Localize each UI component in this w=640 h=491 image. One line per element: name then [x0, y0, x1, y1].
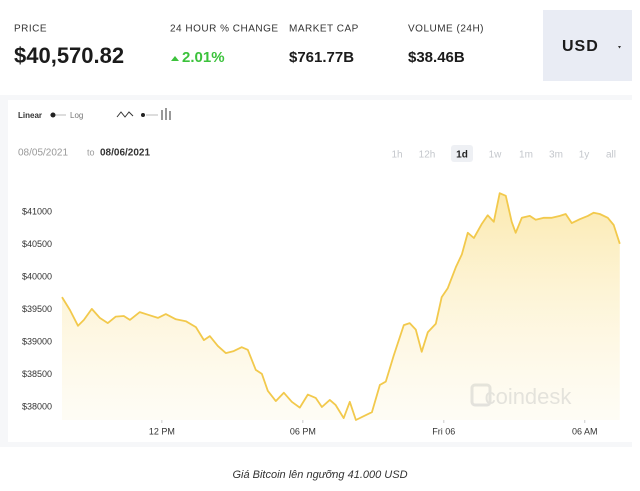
switch-knob[interactable] [141, 113, 145, 117]
range-button[interactable]: 3m [549, 150, 563, 161]
price-line [61, 192, 621, 421]
change: 2.01% [182, 49, 225, 66]
y-tick-label: $38500 [22, 369, 52, 379]
switch-knob[interactable] [50, 112, 56, 118]
range-button[interactable]: 1h [391, 150, 402, 161]
y-tick-label: $40500 [22, 239, 52, 249]
range-button[interactable]: 1m [519, 150, 533, 161]
area-fill [62, 193, 620, 420]
range-button[interactable]: 1w [489, 150, 503, 161]
caption: Giá Bitcoin lên ngưỡng 41.000 USD [232, 469, 407, 481]
market-cap: $761.77B [289, 49, 354, 66]
range-active-bg [451, 145, 473, 162]
candle-icon[interactable] [161, 108, 171, 120]
change-label: 24 HOUR % CHANGE [170, 24, 279, 35]
date-to[interactable]: 08/06/2021 [100, 148, 150, 159]
currency-box[interactable] [543, 10, 632, 81]
range-button[interactable]: 12h [419, 150, 436, 161]
x-tick-label: 06 PM [290, 426, 316, 436]
linear-toggle[interactable]: Linear [18, 111, 42, 120]
date-to-word: to [87, 147, 95, 157]
volume-label: VOLUME (24H) [408, 24, 484, 35]
y-tick-label: $39000 [22, 336, 52, 346]
caret [618, 46, 621, 49]
volume: $38.46B [408, 49, 465, 66]
range-button[interactable]: all [606, 150, 616, 161]
price-label: PRICE [14, 24, 47, 35]
y-tick-label: $39500 [22, 304, 52, 314]
log-toggle[interactable]: Log [70, 111, 83, 120]
line-icon[interactable] [116, 111, 134, 118]
range-button[interactable]: 1d [456, 150, 468, 161]
market-cap-label: MARKET CAP [289, 24, 359, 35]
x-tick-label: 12 PM [149, 426, 175, 436]
currency[interactable]: USD [562, 38, 599, 55]
date-from[interactable]: 08/05/2021 [18, 148, 68, 159]
up-arrow [171, 56, 179, 61]
y-tick-label: $41000 [22, 206, 52, 216]
price: $40,570.82 [14, 43, 124, 68]
y-tick-label: $40000 [22, 271, 52, 281]
x-tick-label: 06 AM [572, 426, 598, 436]
range-button[interactable]: 1y [579, 150, 590, 161]
y-tick-label: $38000 [22, 401, 52, 411]
x-tick-label: Fri 06 [432, 426, 455, 436]
